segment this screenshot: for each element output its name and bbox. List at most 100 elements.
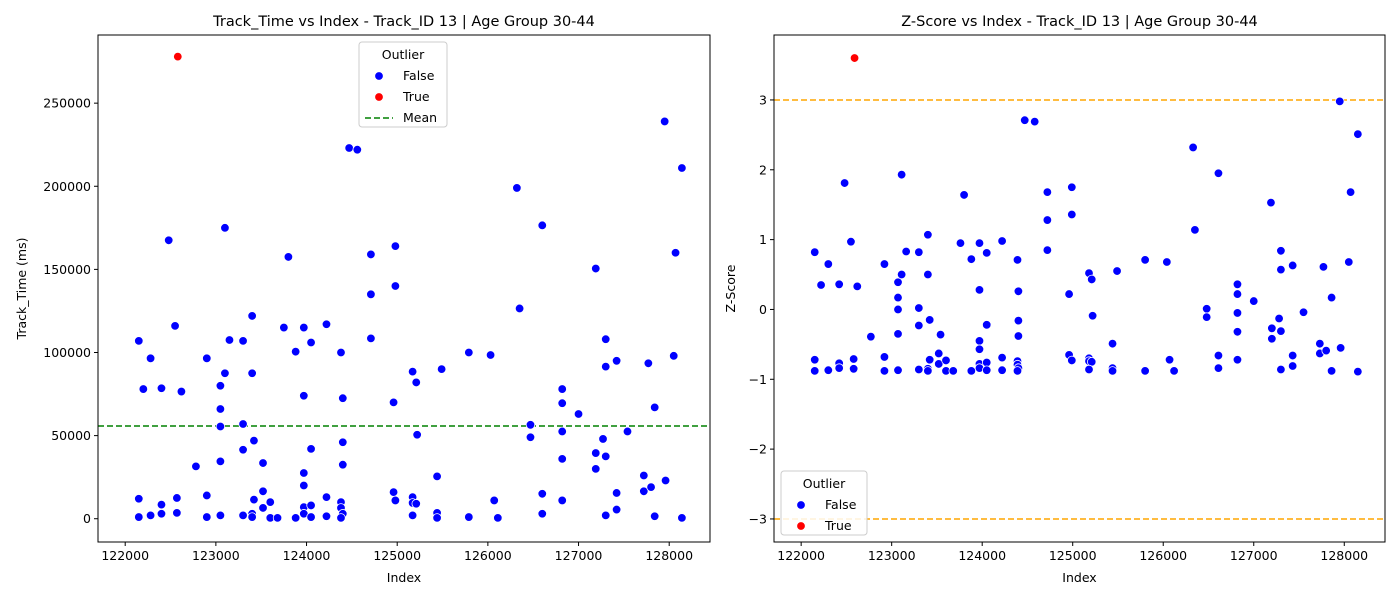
data-point bbox=[557, 454, 567, 464]
data-point bbox=[893, 365, 903, 375]
data-point bbox=[247, 512, 257, 522]
data-point bbox=[924, 315, 935, 325]
data-point bbox=[390, 495, 401, 506]
x-tick-label: 128000 bbox=[1320, 548, 1368, 563]
data-point bbox=[1013, 286, 1024, 296]
data-point bbox=[411, 377, 421, 388]
data-point bbox=[338, 437, 348, 447]
data-point bbox=[1266, 197, 1276, 208]
data-point bbox=[848, 354, 859, 364]
data-point bbox=[879, 352, 890, 362]
data-point bbox=[816, 280, 826, 290]
data-point bbox=[879, 259, 890, 269]
data-point bbox=[493, 513, 503, 523]
data-point bbox=[1353, 366, 1363, 377]
data-point bbox=[974, 344, 985, 354]
legend: Outlier False True Mean bbox=[358, 41, 448, 128]
data-point bbox=[1276, 246, 1286, 256]
x-tick-label: 128000 bbox=[645, 548, 693, 563]
data-point bbox=[1107, 338, 1118, 349]
legend-marker-false bbox=[374, 71, 384, 81]
data-point bbox=[879, 366, 890, 376]
data-point bbox=[247, 368, 257, 378]
data-point bbox=[924, 355, 935, 365]
data-point bbox=[1213, 168, 1224, 178]
data-point bbox=[941, 355, 951, 366]
y-tick-label: 250000 bbox=[43, 96, 91, 111]
data-point bbox=[923, 230, 933, 240]
data-point bbox=[1087, 274, 1097, 285]
data-point bbox=[1029, 116, 1040, 127]
data-point bbox=[215, 456, 226, 467]
legend-title: Outlier bbox=[803, 476, 846, 491]
data-point bbox=[215, 404, 226, 414]
data-point bbox=[432, 513, 442, 523]
data-point bbox=[283, 252, 294, 262]
data-point bbox=[279, 322, 289, 333]
legend-label-true: True bbox=[824, 518, 852, 533]
x-tick-label: 124000 bbox=[283, 548, 331, 563]
data-point bbox=[611, 504, 622, 515]
legend-box bbox=[358, 41, 448, 128]
data-point bbox=[1326, 366, 1337, 376]
data-point bbox=[893, 304, 903, 315]
data-point bbox=[660, 475, 671, 486]
data-point bbox=[537, 220, 547, 231]
data-point bbox=[639, 470, 649, 481]
data-point bbox=[677, 163, 687, 173]
data-point bbox=[306, 512, 316, 522]
data-point bbox=[598, 434, 608, 444]
data-point bbox=[1315, 338, 1325, 349]
data-point bbox=[846, 237, 856, 247]
data-point bbox=[134, 336, 144, 346]
data-point bbox=[525, 420, 536, 430]
data-point bbox=[388, 397, 399, 408]
data-point bbox=[215, 381, 226, 391]
data-point bbox=[852, 281, 862, 292]
legend-box bbox=[780, 470, 868, 536]
data-point bbox=[258, 503, 268, 513]
legend-label-false: False bbox=[403, 68, 435, 83]
data-point bbox=[896, 169, 907, 180]
data-point bbox=[848, 364, 859, 374]
data-point bbox=[336, 513, 346, 523]
data-point bbox=[306, 337, 316, 348]
data-point bbox=[601, 334, 611, 344]
data-point bbox=[1276, 264, 1286, 275]
data-point bbox=[966, 254, 977, 264]
data-point bbox=[411, 499, 421, 509]
data-point bbox=[202, 512, 212, 522]
data-point bbox=[1232, 355, 1243, 365]
data-point bbox=[1267, 323, 1277, 334]
data-point bbox=[934, 348, 944, 359]
outlier-point bbox=[849, 53, 860, 63]
data-point bbox=[914, 303, 924, 313]
data-point bbox=[1232, 279, 1243, 290]
y-axis-label: Track_Time (ms) bbox=[14, 238, 29, 341]
right-chart-panel: Z-Score vs Index - Track_ID 13 | Age Gro… bbox=[723, 14, 1386, 585]
data-point bbox=[299, 391, 309, 401]
data-point bbox=[258, 486, 268, 497]
data-point bbox=[557, 384, 567, 394]
data-point bbox=[677, 513, 687, 523]
data-point bbox=[390, 281, 401, 291]
data-point bbox=[1169, 366, 1179, 376]
data-point bbox=[974, 238, 985, 248]
data-point bbox=[1287, 350, 1298, 361]
x-tick-label: 124000 bbox=[958, 548, 1006, 563]
data-point bbox=[1067, 355, 1077, 366]
data-point bbox=[172, 493, 182, 503]
data-point bbox=[336, 347, 346, 358]
data-point bbox=[1190, 225, 1200, 235]
x-tick-label: 125000 bbox=[1049, 548, 1097, 563]
data-point bbox=[306, 444, 316, 454]
y-tick-label: −2 bbox=[749, 442, 767, 457]
x-tick-label: 123000 bbox=[192, 548, 240, 563]
data-point bbox=[321, 319, 332, 329]
data-point bbox=[388, 487, 399, 497]
data-point bbox=[591, 464, 601, 474]
plot-frame bbox=[773, 34, 1386, 543]
data-point bbox=[1020, 115, 1030, 125]
data-point bbox=[591, 448, 601, 458]
